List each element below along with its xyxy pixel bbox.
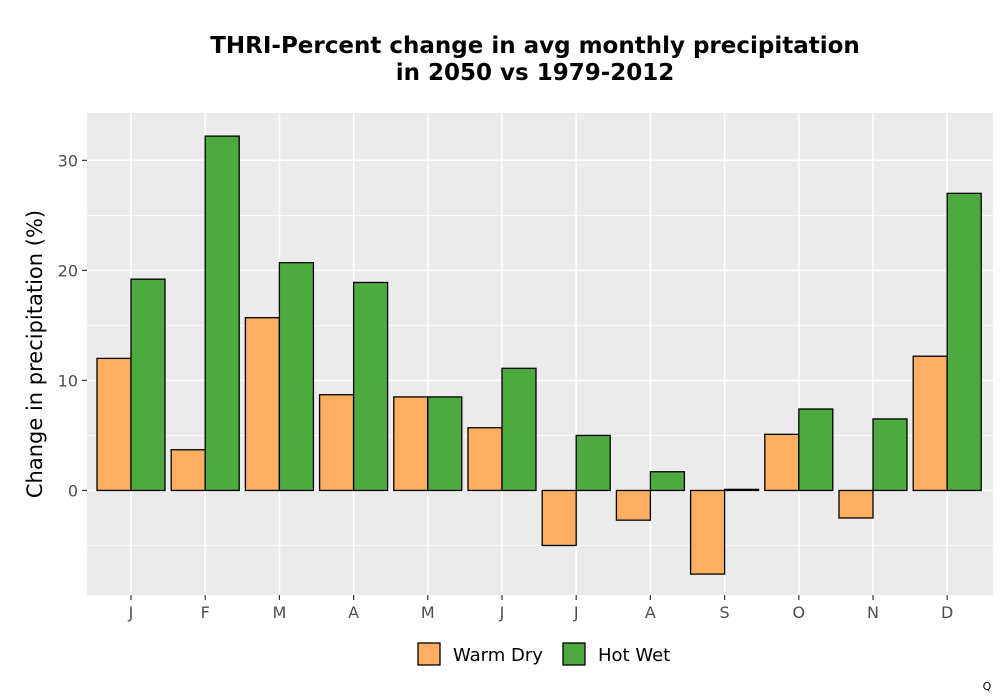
x-tick-label: N — [867, 603, 879, 622]
bar-warm-dry — [467, 427, 503, 492]
bar-hot-wet — [798, 408, 834, 492]
x-tick-label: J — [573, 603, 579, 622]
legend-key-hot-wet — [562, 642, 586, 666]
x-tick-label: M — [272, 603, 286, 622]
bar-warm-dry — [318, 394, 355, 492]
bar-hot-wet — [723, 488, 760, 492]
x-tick-label: A — [348, 603, 359, 622]
x-tick-label: J — [128, 603, 134, 622]
legend-key-warm-dry — [417, 642, 441, 666]
bar-warm-dry — [170, 449, 206, 492]
bar-hot-wet — [130, 278, 166, 492]
bar-warm-dry — [244, 317, 281, 492]
y-tick-label: 30 — [58, 151, 78, 170]
bar-warm-dry — [96, 357, 132, 492]
bar-hot-wet — [649, 471, 686, 492]
bar-warm-dry — [541, 489, 577, 547]
y-tick-label: 20 — [58, 261, 78, 280]
legend-label: Hot Wet — [598, 645, 670, 666]
y-tick-label: 10 — [58, 371, 78, 390]
bar-hot-wet — [575, 434, 611, 492]
bar-warm-dry — [689, 489, 726, 575]
x-tick-label: D — [941, 603, 953, 622]
x-tick-label: F — [201, 603, 210, 622]
chart-title-line-1: THRI-Percent change in avg monthly preci… — [210, 33, 860, 59]
bar-hot-wet — [278, 262, 315, 492]
x-tick-label: J — [499, 603, 505, 622]
chart-title-line-2: in 2050 vs 1979-2012 — [396, 60, 675, 86]
x-tick-label: O — [793, 603, 806, 622]
y-axis-ticks: 0 10 20 30 — [58, 151, 87, 500]
x-tick-label: M — [421, 603, 435, 622]
corner-mark: Q — [983, 680, 992, 693]
x-tick-label: A — [645, 603, 656, 622]
bar-warm-dry — [838, 489, 874, 519]
x-tick-label: S — [720, 603, 730, 622]
legend-label: Warm Dry — [453, 645, 543, 666]
bar-warm-dry — [615, 489, 652, 521]
bar-warm-dry — [912, 355, 948, 492]
y-tick-label: 0 — [68, 481, 78, 500]
bar-hot-wet — [427, 396, 463, 492]
bar-hot-wet — [946, 192, 982, 492]
bar-hot-wet — [501, 367, 537, 492]
bar-warm-dry — [393, 396, 429, 492]
bar-hot-wet — [872, 418, 908, 492]
bar-warm-dry — [764, 433, 800, 492]
y-axis-title: Change in precipitation (%) — [23, 210, 47, 498]
bars — [96, 135, 982, 575]
bar-hot-wet — [204, 135, 240, 492]
bar-hot-wet — [352, 281, 389, 492]
legend: Warm Dry Hot Wet — [417, 642, 670, 666]
